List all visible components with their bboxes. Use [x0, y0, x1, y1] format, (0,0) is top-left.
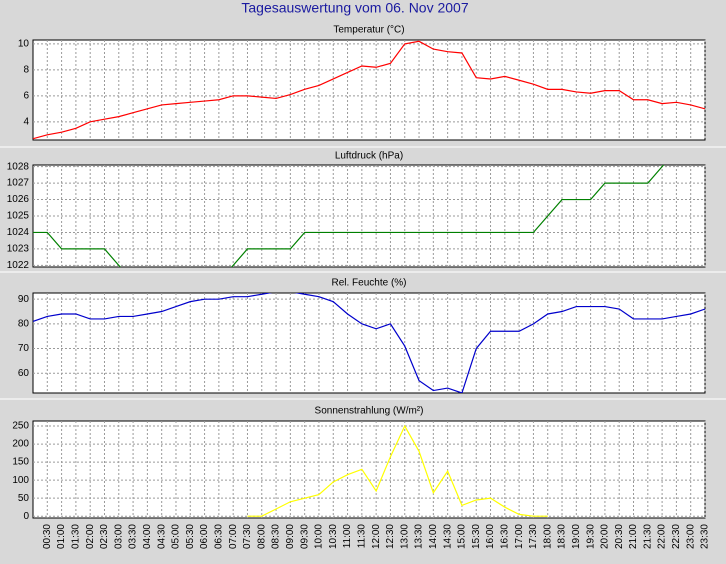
x-tick-label: 23:30 — [700, 524, 711, 549]
y-tick-label: 100 — [12, 475, 29, 486]
data-line — [33, 165, 665, 267]
chart-title: Temperatur (°C) — [333, 25, 404, 36]
x-tick-label: 12:30 — [385, 524, 396, 549]
x-tick-label: 02:00 — [85, 524, 96, 549]
chart-title: Luftdruck (hPa) — [335, 151, 403, 162]
y-tick-label: 70 — [18, 343, 30, 354]
x-tick-label: 10:00 — [314, 524, 325, 549]
y-tick-label: 1024 — [7, 227, 30, 238]
y-tick-label: 1022 — [7, 260, 30, 271]
y-tick-label: 250 — [12, 421, 29, 432]
x-tick-label: 21:00 — [628, 524, 639, 549]
x-tick-label: 19:00 — [571, 524, 582, 549]
x-tick-label: 15:00 — [457, 524, 468, 549]
x-tick-label: 22:00 — [657, 524, 668, 549]
y-tick-label: 1026 — [7, 194, 30, 205]
y-tick-label: 1023 — [7, 244, 30, 255]
y-tick-label: 0 — [23, 511, 29, 522]
x-tick-label: 14:00 — [428, 524, 439, 549]
y-tick-label: 50 — [18, 493, 30, 504]
x-tick-label: 03:00 — [113, 524, 124, 549]
x-tick-label: 06:30 — [214, 524, 225, 549]
chart-title: Rel. Feuchte (%) — [331, 278, 406, 289]
x-tick-label: 09:30 — [299, 524, 310, 549]
x-tick-label: 21:30 — [642, 524, 653, 549]
x-tick-label: 15:30 — [471, 524, 482, 549]
y-tick-label: 200 — [12, 439, 29, 450]
x-tick-label: 02:30 — [99, 524, 110, 549]
x-tick-label: 03:30 — [128, 524, 139, 549]
x-tick-label: 04:30 — [156, 524, 167, 549]
x-tick-label: 08:00 — [256, 524, 267, 549]
x-tick-label: 16:00 — [485, 524, 496, 549]
x-tick-label: 11:30 — [356, 524, 367, 549]
x-tick-label: 08:30 — [271, 524, 282, 549]
page-title: Tagesauswertung vom 06. Nov 2007 — [241, 0, 468, 16]
x-tick-label: 16:30 — [499, 524, 510, 549]
x-tick-label: 04:00 — [142, 524, 153, 549]
plot-area — [32, 292, 706, 394]
y-tick-label: 60 — [18, 368, 30, 379]
y-tick-label: 1025 — [7, 211, 30, 222]
y-tick-label: 4 — [23, 116, 29, 127]
x-tick-label: 11:00 — [342, 524, 353, 549]
x-tick-label: 23:00 — [685, 524, 696, 549]
plot-area — [32, 420, 706, 519]
x-tick-label: 17:30 — [528, 524, 539, 549]
x-tick-label: 10:30 — [328, 524, 339, 549]
x-tick-label: 07:30 — [242, 524, 253, 549]
y-tick-label: 8 — [23, 65, 29, 76]
x-tick-label: 09:00 — [285, 524, 296, 549]
y-tick-label: 1028 — [7, 161, 30, 172]
chart-title: Sonnenstrahlung (W/m²) — [315, 406, 424, 417]
x-tick-label: 18:00 — [542, 524, 553, 549]
x-tick-label: 12:00 — [371, 524, 382, 549]
x-tick-label: 01:30 — [71, 524, 82, 549]
x-tick-label: 05:00 — [171, 524, 182, 549]
x-tick-label: 20:30 — [614, 524, 625, 549]
x-tick-label: 13:30 — [414, 524, 425, 549]
y-tick-label: 6 — [23, 90, 29, 101]
y-tick-label: 150 — [12, 457, 29, 468]
y-tick-label: 10 — [18, 39, 30, 50]
x-tick-label: 17:00 — [514, 524, 525, 549]
x-tick-label: 18:30 — [557, 524, 568, 549]
y-tick-label: 80 — [18, 319, 30, 330]
x-tick-label: 14:30 — [442, 524, 453, 549]
x-tick-label: 07:00 — [228, 524, 239, 549]
x-tick-label: 05:30 — [185, 524, 196, 549]
x-tick-label: 19:30 — [585, 524, 596, 549]
x-tick-label: 01:00 — [56, 524, 67, 549]
x-tick-label: 13:00 — [399, 524, 410, 549]
x-tick-label: 00:30 — [42, 524, 53, 549]
y-tick-label: 90 — [18, 294, 30, 305]
x-tick-label: 22:30 — [671, 524, 682, 549]
data-line — [33, 293, 705, 393]
y-tick-label: 1027 — [7, 178, 30, 189]
x-tick-label: 06:00 — [199, 524, 210, 549]
plot-area — [32, 39, 706, 141]
data-line — [33, 40, 705, 140]
x-tick-label: 20:00 — [600, 524, 611, 549]
data-line — [247, 424, 548, 517]
